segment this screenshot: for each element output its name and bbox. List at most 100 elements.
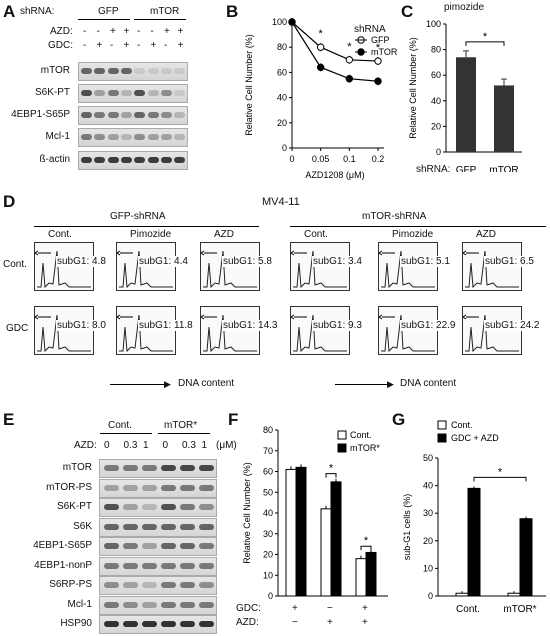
legend-label: GDC + AZD — [451, 433, 499, 443]
significance-bracket — [325, 473, 337, 478]
y-tick-label: 60 — [277, 67, 287, 77]
gate-arrow-icon — [200, 314, 205, 318]
gate-arrow-icon — [378, 314, 383, 318]
group-line — [100, 433, 152, 434]
azd-label: AZD: — [74, 440, 97, 451]
blot-band — [199, 504, 214, 510]
gate-arrow-icon — [290, 314, 295, 318]
y-tick-label: 60 — [431, 70, 441, 80]
blot-strip — [99, 459, 217, 478]
y-tick-label: 30 — [263, 529, 273, 539]
bar-mtor — [295, 466, 307, 597]
azd-sign: + — [177, 26, 184, 37]
blot-band — [142, 621, 157, 627]
group-label-mtor: mTOR-shRNA — [362, 211, 427, 222]
column-label: Pimozide — [392, 229, 434, 240]
significance-marker: * — [319, 28, 324, 40]
blot-band — [174, 112, 186, 118]
gdc-sign: - — [83, 40, 87, 51]
y-axis-label: Relative Cell Number (%) — [244, 34, 254, 136]
blot-band — [174, 134, 186, 140]
azd-label: AZD: — [236, 617, 259, 628]
histogram-plot — [200, 314, 257, 353]
blot-band — [174, 90, 186, 96]
category-label: Cont. — [456, 604, 480, 615]
dose-value: 0.3 — [182, 440, 196, 451]
panel-label-g: G — [392, 410, 406, 429]
bar-mtor — [365, 551, 377, 597]
blot-band — [199, 484, 214, 491]
gate-arrow-icon — [34, 252, 39, 256]
blot-band — [134, 112, 146, 118]
blot-band — [94, 68, 106, 74]
histogram-trace — [465, 250, 519, 289]
blot-band — [180, 504, 195, 510]
blot-strip — [99, 615, 217, 634]
subg1-label: subG1: 24.2 — [484, 320, 541, 331]
data-point-gfp — [374, 57, 382, 65]
y-tick-label: 10 — [263, 570, 273, 580]
significance-marker: * — [364, 535, 369, 547]
blot-band — [161, 562, 176, 569]
panel-b-line-chart: 0 20 40 60 80 100 0 0.05 0.1 0.2 AZD1208 (μM) Relat… — [244, 17, 398, 180]
blot-band — [180, 582, 195, 588]
blot-strip — [99, 576, 217, 595]
row-label: S6K-PT — [34, 87, 70, 98]
blot-band — [81, 112, 92, 118]
bar — [456, 57, 476, 152]
gdc-sign: + — [292, 603, 298, 614]
blot-band — [107, 157, 119, 163]
blot-band — [142, 543, 157, 549]
legend-label: GFP — [371, 35, 390, 45]
gate-arrow-icon — [462, 252, 467, 256]
histogram-plot — [116, 314, 173, 353]
blot-band — [147, 157, 159, 163]
blot-band — [161, 484, 176, 491]
group-gfp-label: GFP — [98, 6, 119, 17]
histogram-plot — [378, 250, 435, 289]
data-point-gfp — [316, 43, 325, 51]
shrna-label: shRNA: — [416, 164, 451, 175]
histogram-plot — [378, 314, 435, 353]
gate-arrow-icon — [462, 250, 467, 254]
blot-band — [120, 90, 132, 96]
blot-band — [104, 562, 119, 569]
y-tick-label: 40 — [277, 93, 287, 103]
subg1-label: subG1: 8.0 — [56, 320, 107, 331]
panel-label-d: D — [3, 192, 16, 211]
blot-strip — [78, 106, 188, 125]
histogram-plot — [116, 250, 173, 289]
row-label: 4EBP1-nonP — [34, 559, 92, 571]
group-line — [158, 433, 210, 434]
group-mtor-label: mTOR — [150, 6, 180, 17]
column-label: Cont. — [304, 229, 328, 240]
gate-arrow-icon — [200, 316, 205, 320]
y-tick-label: 0 — [428, 591, 433, 601]
significance-marker: * — [483, 31, 488, 43]
histogram-trace — [381, 314, 435, 353]
gdc-label: GDC: — [48, 40, 73, 51]
azd-label: AZD: — [50, 26, 73, 37]
significance-marker: * — [347, 41, 352, 53]
data-point-mtor — [345, 75, 354, 83]
blot-band — [161, 601, 176, 608]
blot-band — [134, 134, 146, 140]
gdc-sign: - — [110, 40, 114, 51]
legend-label: Cont. — [350, 430, 372, 440]
dna-content-label: DNA content — [400, 378, 457, 389]
blot-band — [123, 543, 138, 549]
blot-band — [120, 134, 132, 140]
arrow-line — [335, 384, 393, 385]
blot-band — [161, 465, 176, 471]
unit-label: (μM) — [216, 440, 237, 451]
gdc-sign: + — [96, 40, 103, 51]
blot-band — [134, 157, 146, 163]
histogram-trace — [293, 250, 347, 289]
blot-band — [123, 523, 138, 530]
blot-band — [161, 582, 176, 588]
panel-label-f: F — [228, 410, 239, 429]
gate-arrow-icon — [200, 252, 205, 256]
blot-strip — [78, 84, 188, 103]
blot-band — [142, 504, 157, 510]
gate-arrow-icon — [290, 250, 295, 254]
